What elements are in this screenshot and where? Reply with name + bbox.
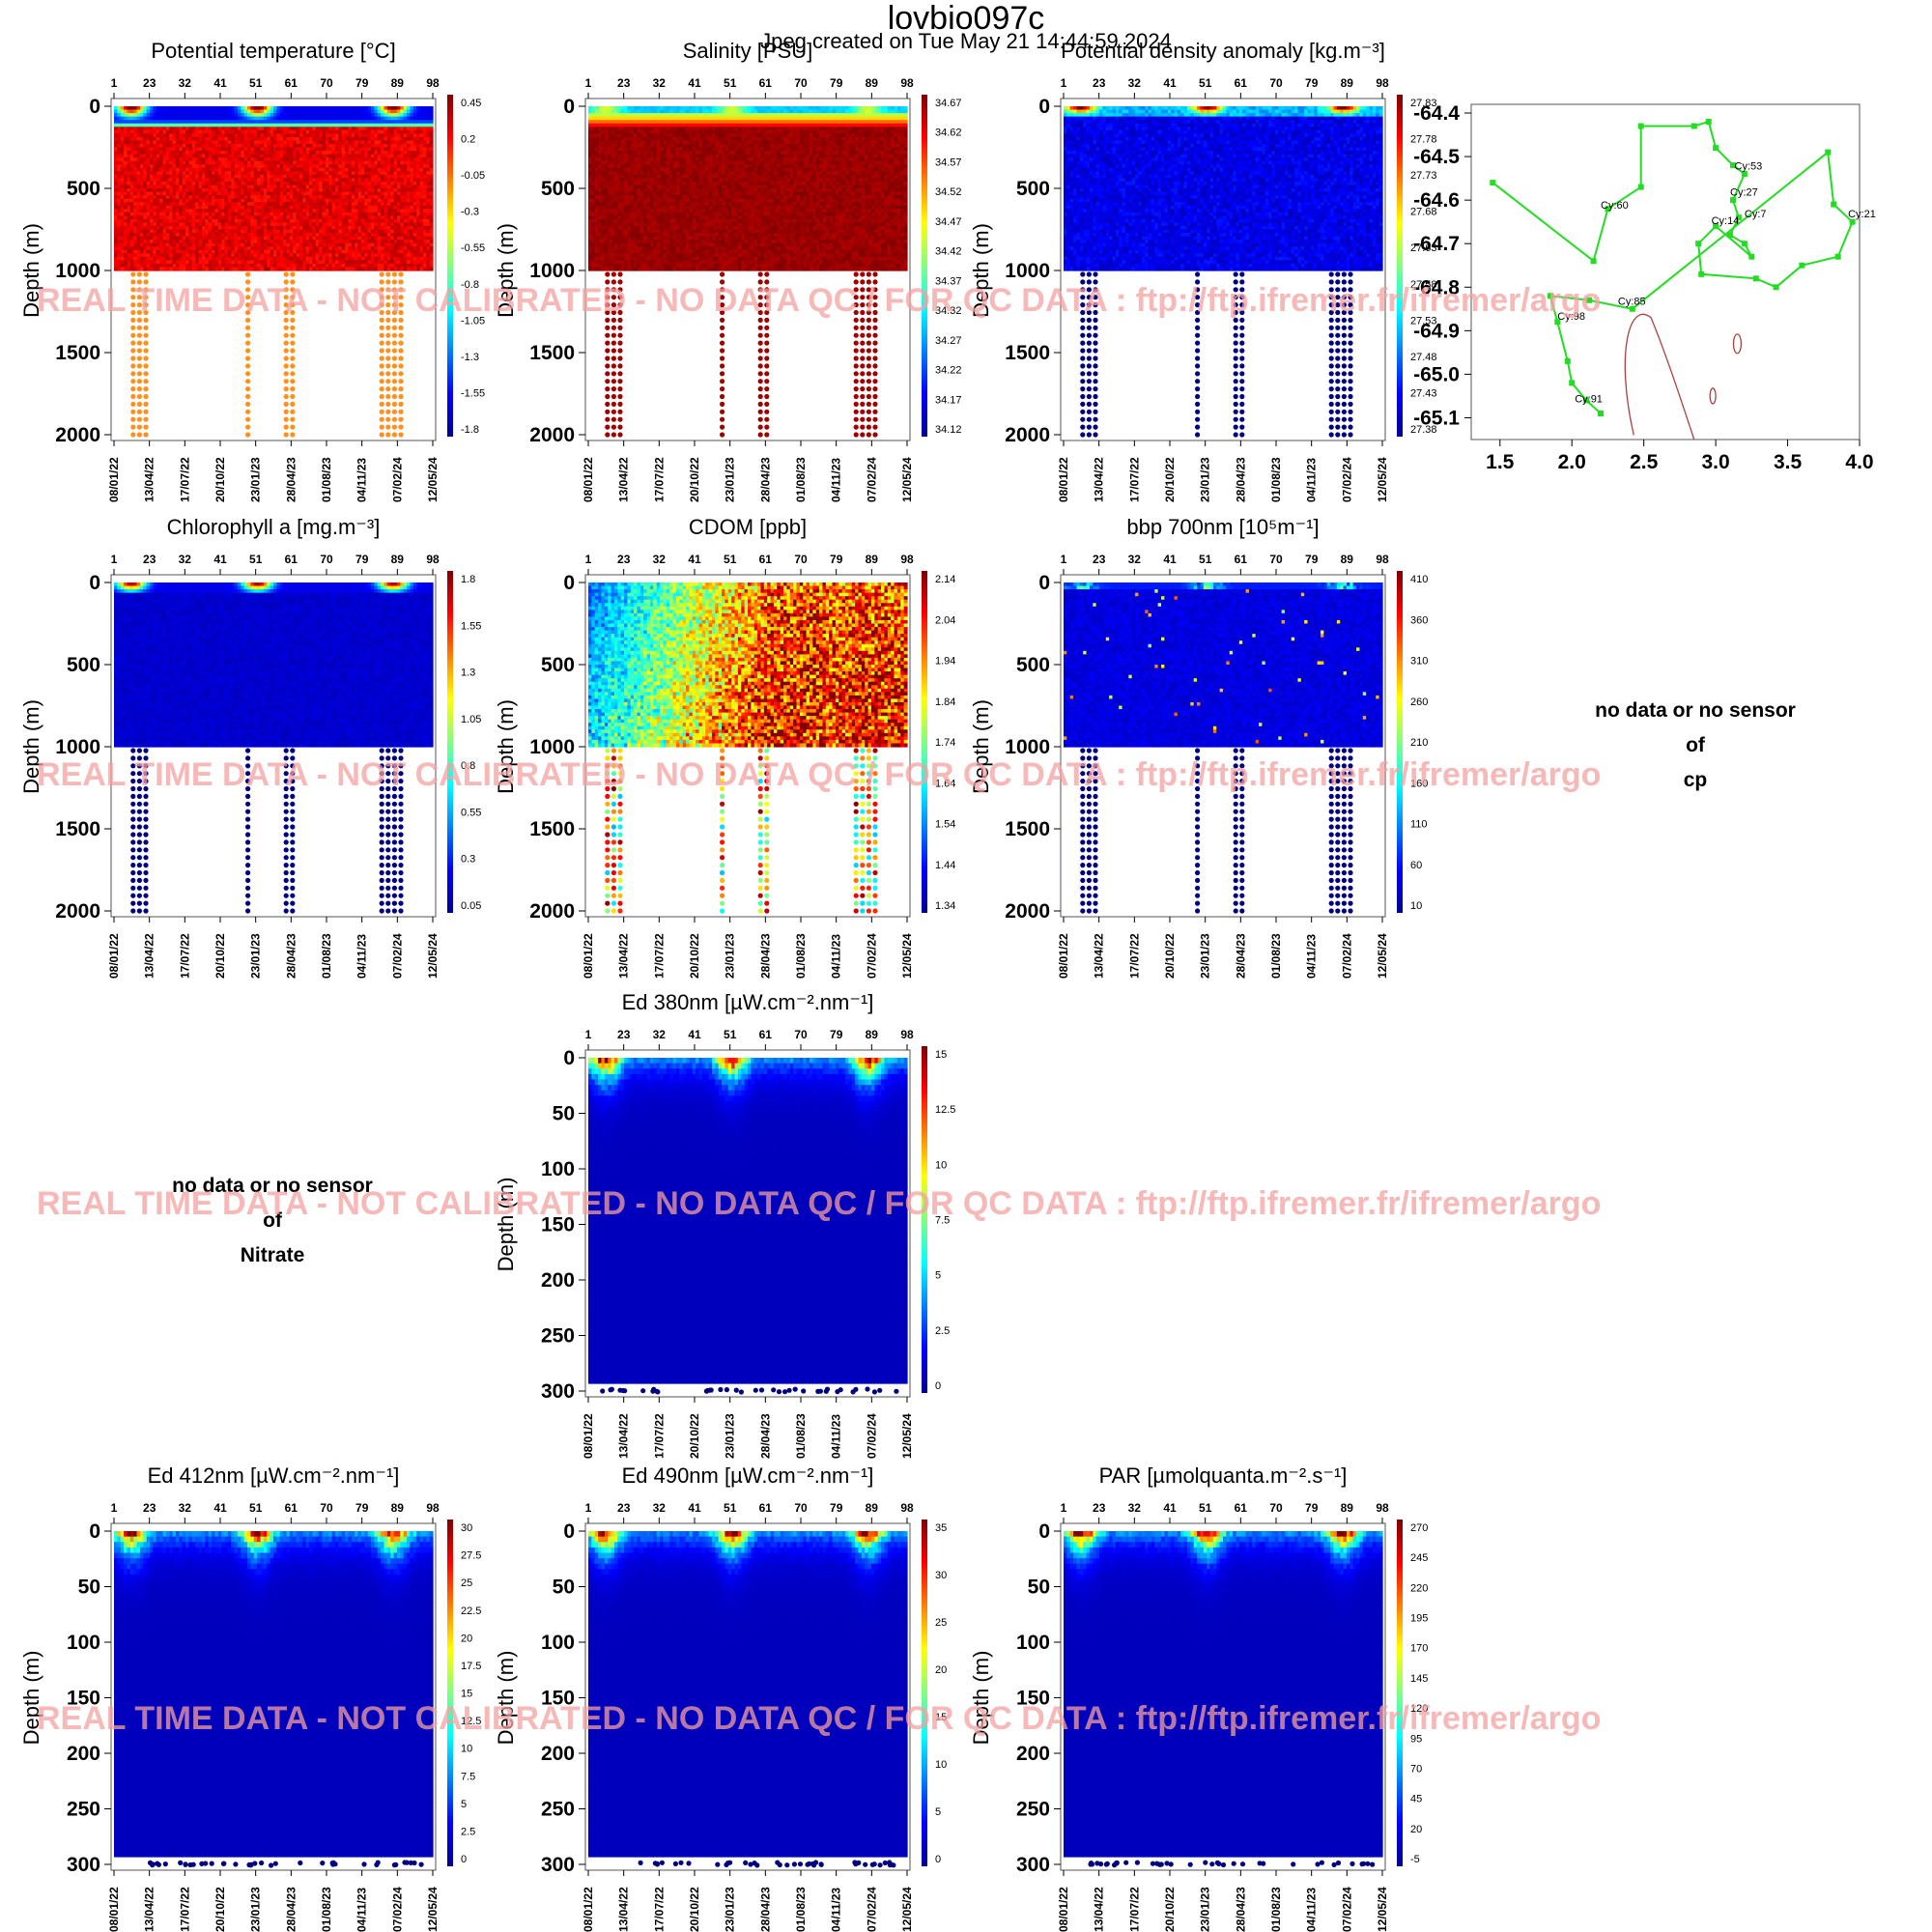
- figure: lovbio097c Jpeg created on Tue May 21 14…: [0, 0, 1932, 1932]
- plots-canvas: Potential temperature [°C]1 23 32 41 51 61 70 7…: [0, 0, 1932, 1932]
- chart-panel: Potential temperature [°C]1 23 32 41 51 61 70 7…: [19, 39, 485, 502]
